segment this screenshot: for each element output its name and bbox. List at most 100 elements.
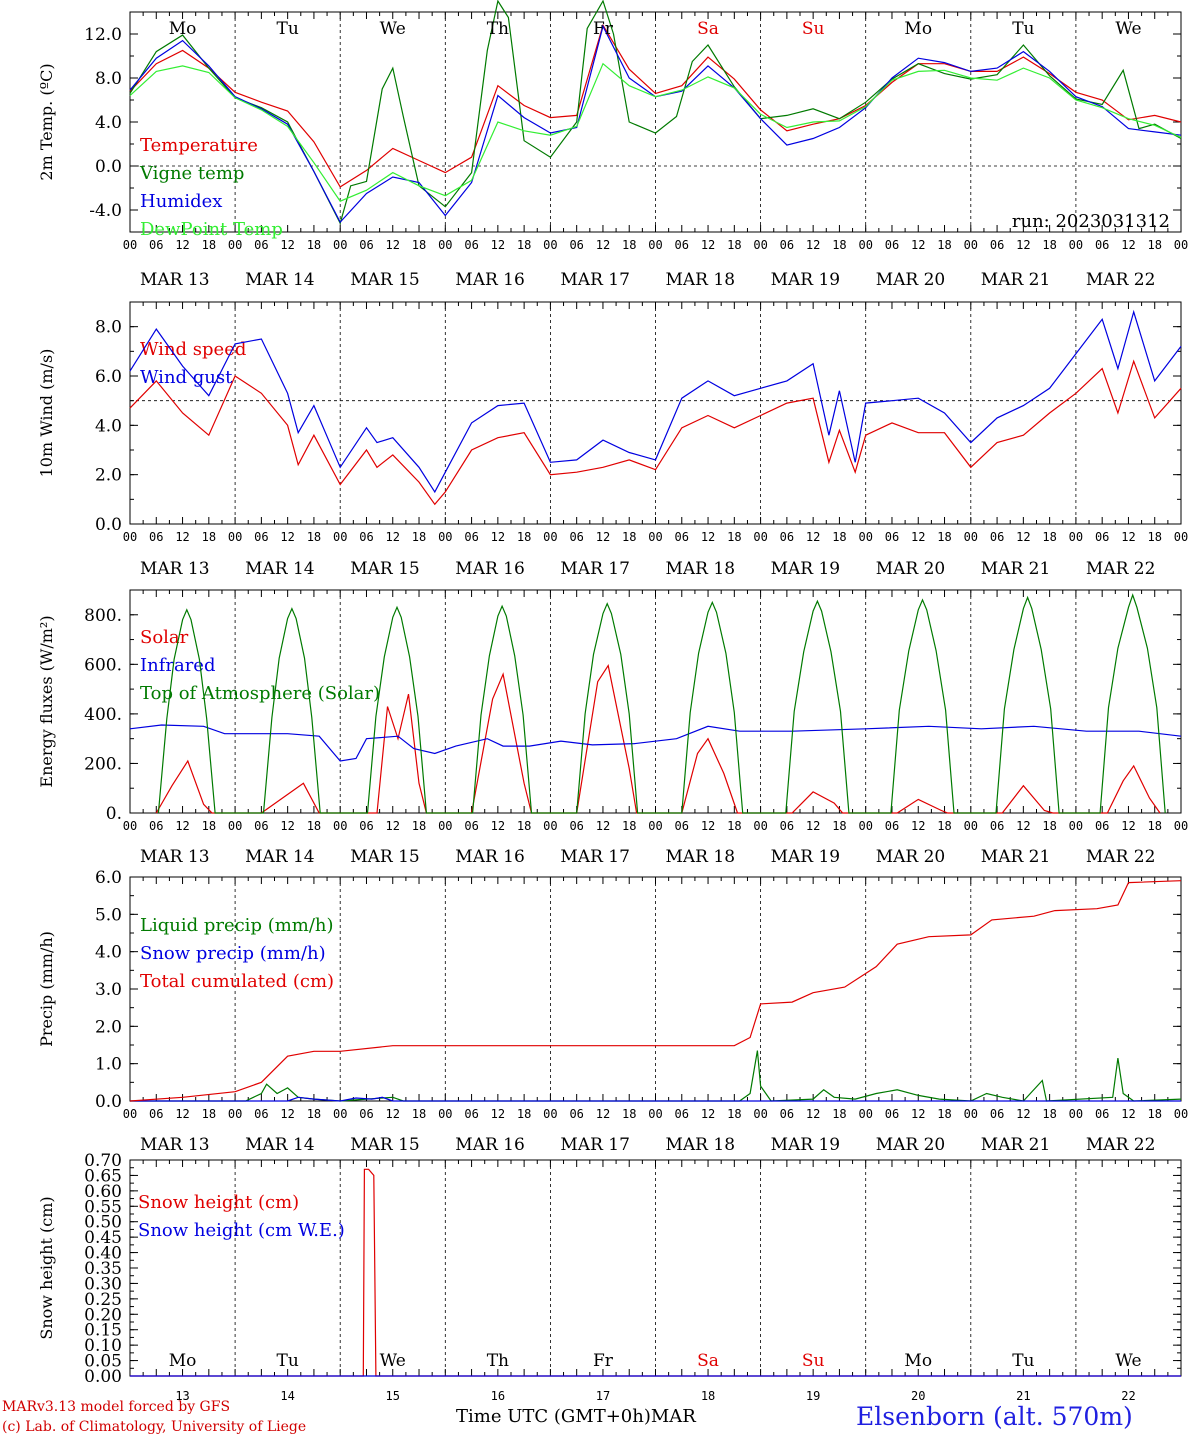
- day-name-label: Sa: [697, 1351, 719, 1371]
- date-label: MAR 13: [140, 847, 210, 867]
- hour-tick-label: 18: [727, 530, 741, 544]
- series-line-wind-gust: [129, 309, 1182, 494]
- y-axis-label: Energy fluxes (W/m²): [37, 615, 56, 787]
- y-tick-label: 0.35: [84, 1259, 122, 1279]
- hour-tick-label: 12: [911, 530, 925, 544]
- hour-tick-label: 00: [964, 238, 978, 252]
- legend-entry: Snow precip (mm/h): [140, 943, 326, 964]
- hour-tick-label: 18: [1042, 1107, 1056, 1121]
- hour-tick-label: 00: [1069, 1107, 1083, 1121]
- date-label: MAR 21: [981, 559, 1051, 579]
- hour-tick-label: 18: [517, 238, 531, 252]
- day-name-label: Tu: [1012, 1351, 1034, 1371]
- hour-tick-label: 12: [386, 530, 400, 544]
- hour-tick-label: 18: [622, 530, 636, 544]
- hour-tick-label: 12: [1016, 1107, 1030, 1121]
- hour-tick-label: 18: [937, 238, 951, 252]
- date-label: MAR 14: [245, 1135, 315, 1155]
- hour-tick-label: 18: [832, 819, 846, 833]
- hour-tick-label: 18: [307, 819, 321, 833]
- legend-entry: Total cumulated (cm): [140, 971, 334, 992]
- hour-tick-label: 06: [885, 1107, 899, 1121]
- date-label: MAR 17: [560, 270, 630, 290]
- date-label: MAR 22: [1086, 1135, 1156, 1155]
- hour-tick-label: 12: [1121, 1107, 1135, 1121]
- hour-tick-label: 12: [701, 530, 715, 544]
- y-tick-label: 0.0: [95, 157, 122, 177]
- y-tick-label: 0.15: [84, 1321, 122, 1341]
- y-tick-label: 0.05: [84, 1352, 122, 1372]
- y-tick-label: 0.55: [84, 1197, 122, 1217]
- series-line-solar: [155, 664, 1161, 814]
- series-line-snow-precip-mm-h-: [130, 1096, 1181, 1102]
- hour-tick-label: 00: [964, 530, 978, 544]
- day-name-label: Sa: [697, 19, 719, 39]
- hour-tick-label: 12: [386, 819, 400, 833]
- hour-tick-label: 18: [937, 819, 951, 833]
- hour-tick-label: 18: [1147, 238, 1161, 252]
- panel-2: 0.0 2.0 4.0 6.0 8.0 10m Wind (m/s) Wind speed W…: [37, 301, 1188, 579]
- lab-credit: (c) Lab. of Climatology, University of L…: [2, 1419, 307, 1435]
- hour-tick-label: 00: [543, 238, 557, 252]
- hour-tick-label: 18: [622, 238, 636, 252]
- hour-tick-label: 12: [175, 1107, 189, 1121]
- y-tick-label: 0.00: [84, 1367, 122, 1387]
- hour-tick-label: 00: [543, 1107, 557, 1121]
- y-tick-label: 0.0: [95, 515, 122, 535]
- hour-tick-label: 00: [543, 530, 557, 544]
- date-label: MAR 13: [140, 270, 210, 290]
- day-name-label: Tu: [277, 1351, 299, 1371]
- panel-4: 0.0 1.0 2.0 3.0 4.0 5.0 6.0 Precip (mm/h) Liquid…: [37, 868, 1188, 1155]
- y-tick-label: 0.20: [84, 1305, 122, 1325]
- hour-tick-label: 12: [1016, 819, 1030, 833]
- date-label: MAR 18: [666, 1135, 736, 1155]
- y-tick-label: 8.0: [95, 318, 122, 338]
- date-label: MAR 17: [560, 1135, 630, 1155]
- y-tick-label: 12.0: [84, 25, 122, 45]
- date-label: MAR 15: [350, 847, 420, 867]
- date-label: MAR 15: [350, 270, 420, 290]
- hour-tick-label: 18: [727, 1107, 741, 1121]
- hour-tick-label: 06: [464, 530, 478, 544]
- legend-entry: Humidex: [140, 191, 222, 212]
- day-name-label: Su: [802, 1351, 825, 1371]
- date-label: MAR 19: [771, 847, 841, 867]
- hour-tick-label: 06: [780, 819, 794, 833]
- hour-tick-label: 12: [806, 1107, 820, 1121]
- panel-5: 0.000.050.100.150.200.250.300.350.400.45…: [37, 1151, 1182, 1403]
- hour-tick-label: 06: [359, 1107, 373, 1121]
- hour-tick-label: 06: [885, 819, 899, 833]
- day-name-label: Th: [487, 1351, 509, 1371]
- hour-tick-label: 12: [280, 530, 294, 544]
- date-label: MAR 21: [981, 847, 1051, 867]
- hour-tick-label: 00: [858, 819, 872, 833]
- hour-tick-label: 18: [832, 238, 846, 252]
- date-label: MAR 16: [455, 1135, 525, 1155]
- hour-tick-label: 18: [412, 1107, 426, 1121]
- hour-tick-label: 12: [280, 1107, 294, 1121]
- panel-3: 0. 200. 400. 600. 800. Energy fluxes (W/m²) So…: [37, 589, 1188, 867]
- hour-tick-label: 00: [438, 238, 452, 252]
- hour-tick-label: 12: [806, 530, 820, 544]
- day-number-label: 15: [386, 1389, 400, 1403]
- date-label: MAR 17: [560, 559, 630, 579]
- legend-entry: Vigne temp: [139, 163, 244, 184]
- hour-tick-label: 12: [491, 238, 505, 252]
- day-name-label: Tu: [1012, 19, 1034, 39]
- y-axis-label: 10m Wind (m/s): [37, 349, 56, 478]
- hour-tick-label: 00: [123, 530, 137, 544]
- y-tick-label: 0.60: [84, 1182, 122, 1202]
- date-label: MAR 22: [1086, 270, 1156, 290]
- date-label: MAR 20: [876, 270, 946, 290]
- hour-tick-label: 06: [149, 819, 163, 833]
- hour-tick-label: 06: [1095, 819, 1109, 833]
- hour-tick-label: 00: [333, 530, 347, 544]
- day-name-label: Mo: [169, 1351, 197, 1371]
- series-line-liquid-precip-mm-h-: [130, 1050, 1182, 1102]
- day-name-label: We: [1115, 19, 1141, 39]
- panel-1: -4.0 0.0 4.0 8.0 12.0 2m Temp. (ºC) Temperatur…: [37, 0, 1188, 290]
- hour-tick-label: 12: [175, 530, 189, 544]
- hour-tick-label: 06: [149, 530, 163, 544]
- hour-tick-label: 18: [412, 238, 426, 252]
